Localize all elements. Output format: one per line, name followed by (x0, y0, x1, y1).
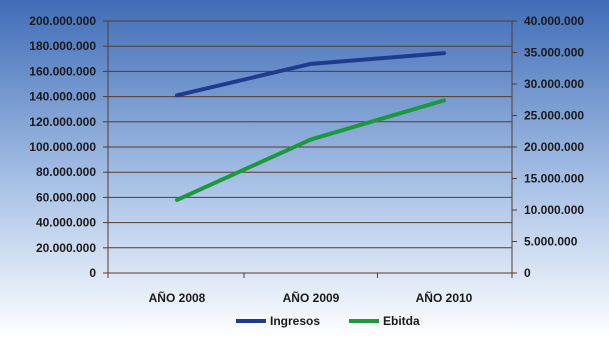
left-axis-tick-label: 160.000.000 (29, 64, 96, 78)
right-axis-tick-label: 15.000.000 (524, 172, 584, 186)
category-label: AÑO 2008 (149, 290, 206, 305)
left-axis-tick-label: 20.000.000 (36, 241, 96, 255)
left-axis-tick-label: 0 (89, 266, 96, 280)
left-axis-tick-label: 60.000.000 (36, 190, 96, 204)
right-axis-tick-label: 25.000.000 (524, 109, 584, 123)
legend-label-ingresos: Ingresos (270, 314, 320, 328)
left-axis-tick-label: 120.000.000 (29, 115, 96, 129)
category-labels: AÑO 2008 AÑO 2009 AÑO 2010 (149, 290, 473, 305)
left-axis-tick-label: 40.000.000 (36, 216, 96, 230)
left-axis-tick-label: 80.000.000 (36, 165, 96, 179)
right-axis-tick-label: 0 (524, 266, 531, 280)
category-label: AÑO 2010 (416, 290, 473, 305)
left-axis-tick-label: 200.000.000 (29, 14, 96, 28)
right-axis-tick-label: 40.000.000 (524, 14, 584, 28)
category-label: AÑO 2009 (283, 290, 340, 305)
right-axis-tick-label: 5.000.000 (524, 235, 578, 249)
left-axis-tick-label: 180.000.000 (29, 39, 96, 53)
left-axis-tick-label: 140.000.000 (29, 90, 96, 104)
right-axis-tick-label: 10.000.000 (524, 203, 584, 217)
right-axis-tick-labels: 0 5.000.000 10.000.000 15.000.000 20.000.000… (524, 14, 584, 280)
legend-label-ebitda: Ebitda (383, 314, 420, 328)
right-axis-tick-label: 35.000.000 (524, 46, 584, 60)
left-axis-tick-label: 100.000.000 (29, 140, 96, 154)
right-axis-tick-label: 30.000.000 (524, 77, 584, 91)
right-axis-tick-label: 20.000.000 (524, 140, 584, 154)
